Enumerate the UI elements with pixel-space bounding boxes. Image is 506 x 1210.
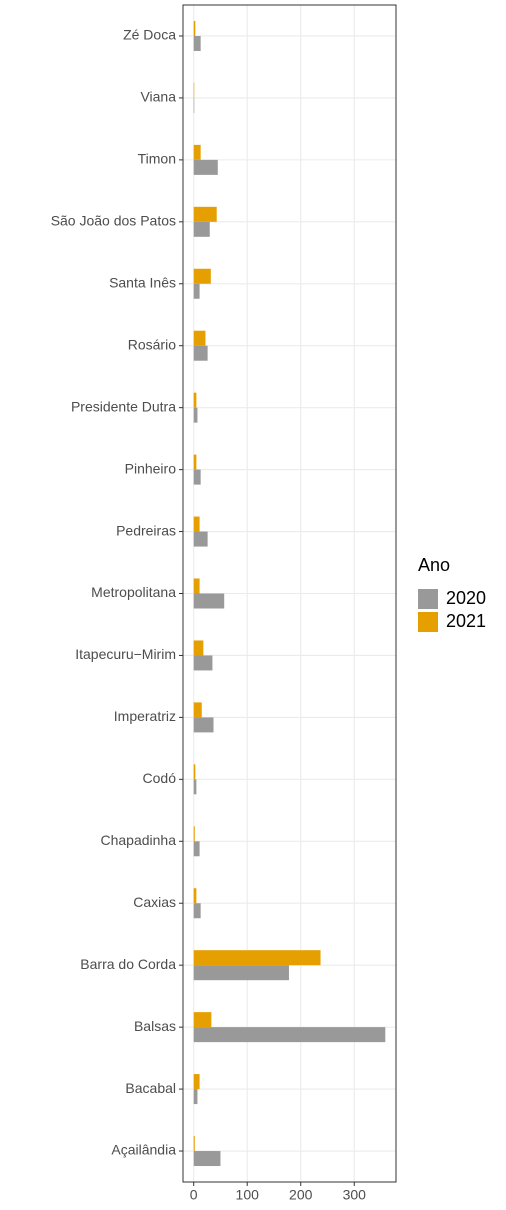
- y-tick-label: Chapadinha: [100, 832, 176, 848]
- bar: [193, 407, 198, 423]
- legend-key: [418, 612, 438, 632]
- bar: [193, 779, 197, 795]
- bar: [193, 950, 321, 966]
- y-tick-label: Santa Inês: [109, 274, 176, 290]
- y-tick-label: Viana: [140, 89, 176, 105]
- y-tick-label: Zé Doca: [123, 27, 176, 43]
- bar: [193, 283, 200, 299]
- bar: [193, 702, 202, 718]
- legend-title: Ano: [418, 555, 450, 575]
- bar: [193, 345, 208, 361]
- legend-key: [418, 589, 438, 609]
- panel-border: [182, 4, 397, 1183]
- bar: [193, 1074, 200, 1090]
- bar: [193, 640, 204, 656]
- bar: [193, 593, 225, 609]
- y-tick-label: Codó: [143, 770, 177, 786]
- y-tick-label: Caxias: [133, 894, 176, 910]
- legend-label: 2021: [446, 611, 486, 631]
- bar: [193, 1136, 195, 1152]
- bar: [193, 655, 213, 671]
- bar: [193, 221, 210, 237]
- y-tick-label: Metropolitana: [91, 584, 176, 600]
- y-tick-label: Timon: [138, 151, 176, 167]
- bar: [193, 97, 195, 113]
- y-tick-label: Presidente Dutra: [71, 398, 176, 414]
- bar: [193, 965, 289, 981]
- bar: [193, 578, 200, 594]
- bar: [193, 159, 218, 175]
- bar: [193, 144, 201, 160]
- bar: [193, 764, 196, 780]
- bar: [193, 1151, 221, 1167]
- x-tick-label: 0: [190, 1187, 198, 1203]
- bar: [193, 35, 201, 51]
- bar: [193, 1089, 198, 1105]
- bar: [193, 826, 195, 842]
- x-tick-label: 200: [289, 1187, 313, 1203]
- bar: [193, 903, 201, 919]
- y-tick-label: Itapecuru−Mirim: [75, 646, 176, 662]
- bar: [193, 1012, 212, 1028]
- bar: [193, 454, 197, 470]
- bar: [193, 516, 200, 532]
- bar: [193, 888, 197, 904]
- bar: [193, 330, 206, 346]
- y-tick-label: Bacabal: [125, 1080, 176, 1096]
- bar: [193, 268, 211, 284]
- bar: [193, 531, 208, 547]
- x-tick-label: 300: [343, 1187, 367, 1203]
- bar: [193, 392, 197, 408]
- bar: [193, 20, 196, 36]
- y-tick-label: Imperatriz: [114, 708, 176, 724]
- bar: [193, 82, 195, 98]
- x-tick-label: 100: [236, 1187, 260, 1203]
- bar: [193, 1027, 386, 1043]
- y-tick-label: Pedreiras: [116, 522, 176, 538]
- y-tick-label: Açailândia: [111, 1142, 176, 1158]
- y-tick-label: Barra do Corda: [80, 956, 176, 972]
- y-tick-label: Balsas: [134, 1018, 176, 1034]
- bar: [193, 841, 200, 857]
- y-tick-label: Pinheiro: [125, 460, 177, 476]
- y-tick-label: Rosário: [128, 336, 176, 352]
- bar: [193, 469, 201, 485]
- bar: [193, 206, 217, 222]
- y-tick-label: São João dos Patos: [51, 213, 176, 229]
- legend-label: 2020: [446, 588, 486, 608]
- bar: [193, 717, 214, 733]
